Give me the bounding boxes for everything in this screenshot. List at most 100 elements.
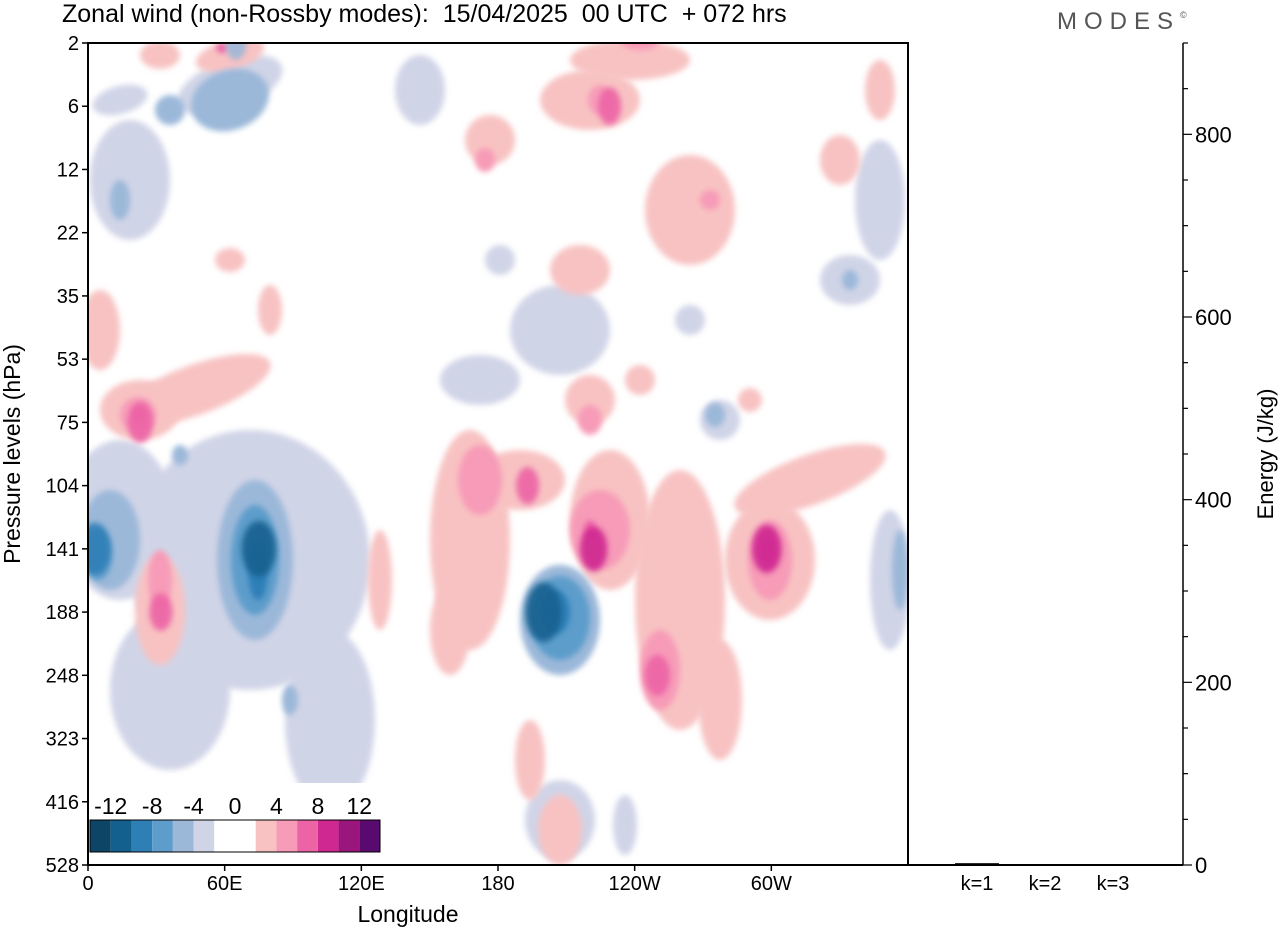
wind-field	[88, 43, 908, 865]
colorbar-tick-label: 8	[311, 793, 324, 819]
field-extremum	[127, 401, 154, 443]
field-extremum	[241, 521, 276, 577]
field-contour	[155, 95, 185, 125]
energy-panel: 0 200 400 600 800 Energy (J/kg) k=1 k=2 k=3	[907, 42, 1278, 895]
x-tick-label: 120W	[609, 873, 661, 895]
field-contour	[395, 55, 445, 125]
field-contour	[550, 245, 610, 295]
x-axis-label: Longitude	[357, 901, 458, 927]
field-contour	[820, 135, 860, 185]
y-tick-label: 528	[46, 855, 79, 877]
y-tick-label: 2	[68, 33, 79, 55]
y-tick-label: 22	[57, 223, 79, 245]
field-contour	[92, 84, 148, 116]
x-tick-label: 60W	[751, 873, 792, 895]
field-contour	[458, 445, 502, 515]
energy-tick-label: 600	[1195, 305, 1232, 330]
field-contour	[110, 610, 230, 770]
field-contour	[140, 43, 180, 69]
energy-bar	[1091, 864, 1135, 866]
energy-tick-label: 0	[1195, 853, 1207, 878]
colorbar-swatch	[276, 820, 298, 852]
field-contour	[578, 405, 602, 435]
field-contour	[485, 245, 515, 275]
colorbar-swatch	[90, 820, 111, 852]
field-extremum	[598, 87, 622, 125]
field-contour	[510, 285, 610, 375]
field-contour	[191, 68, 269, 132]
field-extremum	[751, 524, 782, 574]
logo-text: MODES	[1057, 8, 1181, 35]
logo-mark: ©	[1180, 10, 1187, 20]
energy-category-label: k=3	[1097, 873, 1130, 895]
field-contour	[613, 795, 637, 855]
x-tick-label: 120E	[338, 873, 385, 895]
y-tick-label: 104	[46, 476, 79, 498]
colorbar-tick-label: 12	[346, 793, 372, 819]
field-contour	[515, 720, 545, 800]
field-contour	[892, 530, 908, 610]
field-extremum	[525, 582, 562, 642]
field-extremum	[149, 593, 173, 631]
y-axis-label: Pressure levels (hPa)	[0, 344, 25, 564]
y-tick-label: 35	[57, 286, 79, 308]
colorbar-swatch	[214, 820, 235, 852]
colorbar-tick-label: -8	[142, 793, 162, 819]
energy-category-label: k=1	[961, 873, 994, 895]
colorbar-swatch	[359, 820, 380, 852]
y-tick-label: 323	[46, 729, 79, 751]
field-contour	[734, 443, 886, 517]
field-contour	[570, 43, 690, 80]
field-contour	[88, 290, 120, 370]
field-contour	[705, 403, 725, 427]
colorbar-tick-label: 0	[229, 793, 242, 819]
field-contour	[90, 120, 170, 240]
field-contour	[282, 685, 298, 715]
colorbar: -12 -8 -4 0 4 8 12	[84, 783, 386, 857]
field-contour	[368, 530, 392, 630]
colorbar-swatch	[317, 820, 339, 852]
field-contour	[538, 795, 582, 865]
x-tick-label: 0	[82, 873, 93, 895]
y-tick-label: 141	[46, 539, 79, 561]
field-extremum	[579, 526, 608, 572]
field-contour	[625, 365, 655, 395]
energy-tick-label: 400	[1195, 488, 1232, 513]
x-tick-label: 60E	[207, 873, 243, 895]
x-tick-label: 180	[481, 873, 514, 895]
y-tick-label: 416	[46, 792, 79, 814]
colorbar-tick-label: 4	[270, 793, 283, 819]
field-contour	[675, 305, 705, 335]
colorbar-swatch	[152, 820, 173, 852]
colorbar-tick-label: -12	[94, 793, 127, 819]
energy-bar	[955, 863, 999, 865]
field-contour	[440, 355, 520, 405]
field-contour	[172, 445, 188, 465]
field-contour	[215, 248, 245, 272]
colorbar-swatch	[193, 820, 215, 852]
chart-title: Zonal wind (non-Rossby modes): 15/04/202…	[62, 0, 787, 28]
energy-category-label: k=2	[1029, 873, 1062, 895]
energy-tick-label: 800	[1195, 122, 1232, 147]
field-contour	[620, 43, 660, 50]
field-extremum	[644, 654, 671, 696]
field-contour	[258, 285, 282, 335]
colorbar-swatch	[297, 820, 318, 852]
y-tick-label: 188	[46, 602, 79, 624]
energy-bar	[1023, 864, 1067, 866]
y-tick-label: 12	[57, 159, 79, 181]
colorbar-frame	[89, 819, 381, 853]
field-extremum	[516, 466, 540, 505]
colorbar-swatch	[255, 820, 277, 852]
field-contour	[698, 640, 742, 760]
field-contour	[475, 148, 495, 172]
field-contour	[565, 375, 615, 425]
y-tick-label: 6	[68, 96, 79, 118]
field-contour	[842, 270, 858, 290]
colorbar-swatch	[338, 820, 360, 852]
field-contour	[285, 630, 375, 810]
energy-axis-label: Energy (J/kg)	[1253, 389, 1278, 520]
field-contour	[148, 550, 172, 610]
